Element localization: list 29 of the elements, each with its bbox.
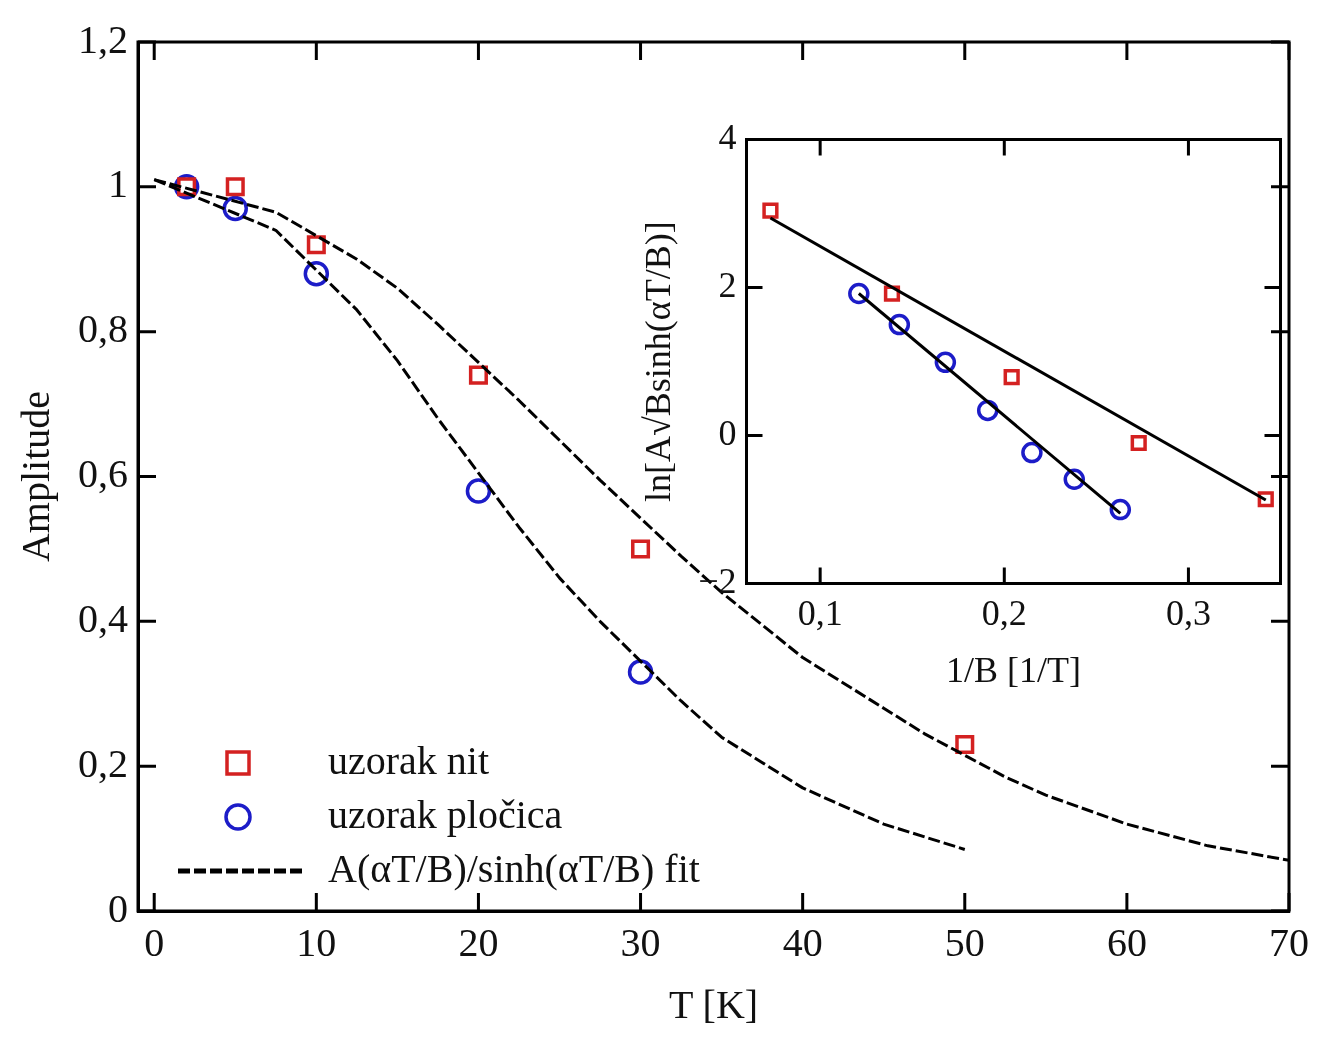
x-tick-label: 50 (944, 919, 985, 965)
legend-label: uzorak pločica (328, 791, 563, 837)
x-axis-title: T [K] (668, 981, 759, 1027)
x-axis-title: 1/B [1/T] (946, 649, 1081, 690)
legend-label: uzorak nit (328, 737, 490, 783)
y-tick-label: −2 (698, 561, 737, 602)
y-tick-label: 0,6 (78, 451, 128, 496)
y-tick-label: 1 (108, 161, 128, 207)
y-tick-label: 0,2 (78, 740, 128, 786)
y-tick-label: 2 (718, 265, 737, 306)
y-tick-label: 0 (718, 413, 737, 454)
x-tick-label: 0 (144, 919, 165, 965)
x-tick-label: 0,3 (1165, 592, 1211, 633)
y-tick-label: 1,2 (78, 16, 128, 62)
x-tick-label: 70 (1269, 919, 1309, 965)
y-tick-label: 0,4 (78, 595, 128, 641)
y-axis-title: Amplitude (12, 390, 58, 563)
x-tick-label: 10 (296, 919, 337, 965)
y-axis-title: ln[A√Bsinh(αT/B)] (638, 221, 679, 502)
x-tick-label: 60 (1106, 919, 1147, 965)
x-tick-label: 0,2 (981, 592, 1027, 633)
x-tick-label: 0,1 (797, 592, 843, 633)
y-tick-label: 4 (718, 117, 737, 158)
y-tick-label: 0,8 (78, 306, 128, 352)
y-tick-label: 0 (108, 885, 128, 931)
x-tick-label: 20 (458, 919, 499, 965)
legend-label: A(αT/B)/sinh(αT/B) fit (328, 845, 700, 891)
x-tick-label: 40 (782, 919, 823, 965)
x-tick-label: 30 (620, 919, 661, 965)
